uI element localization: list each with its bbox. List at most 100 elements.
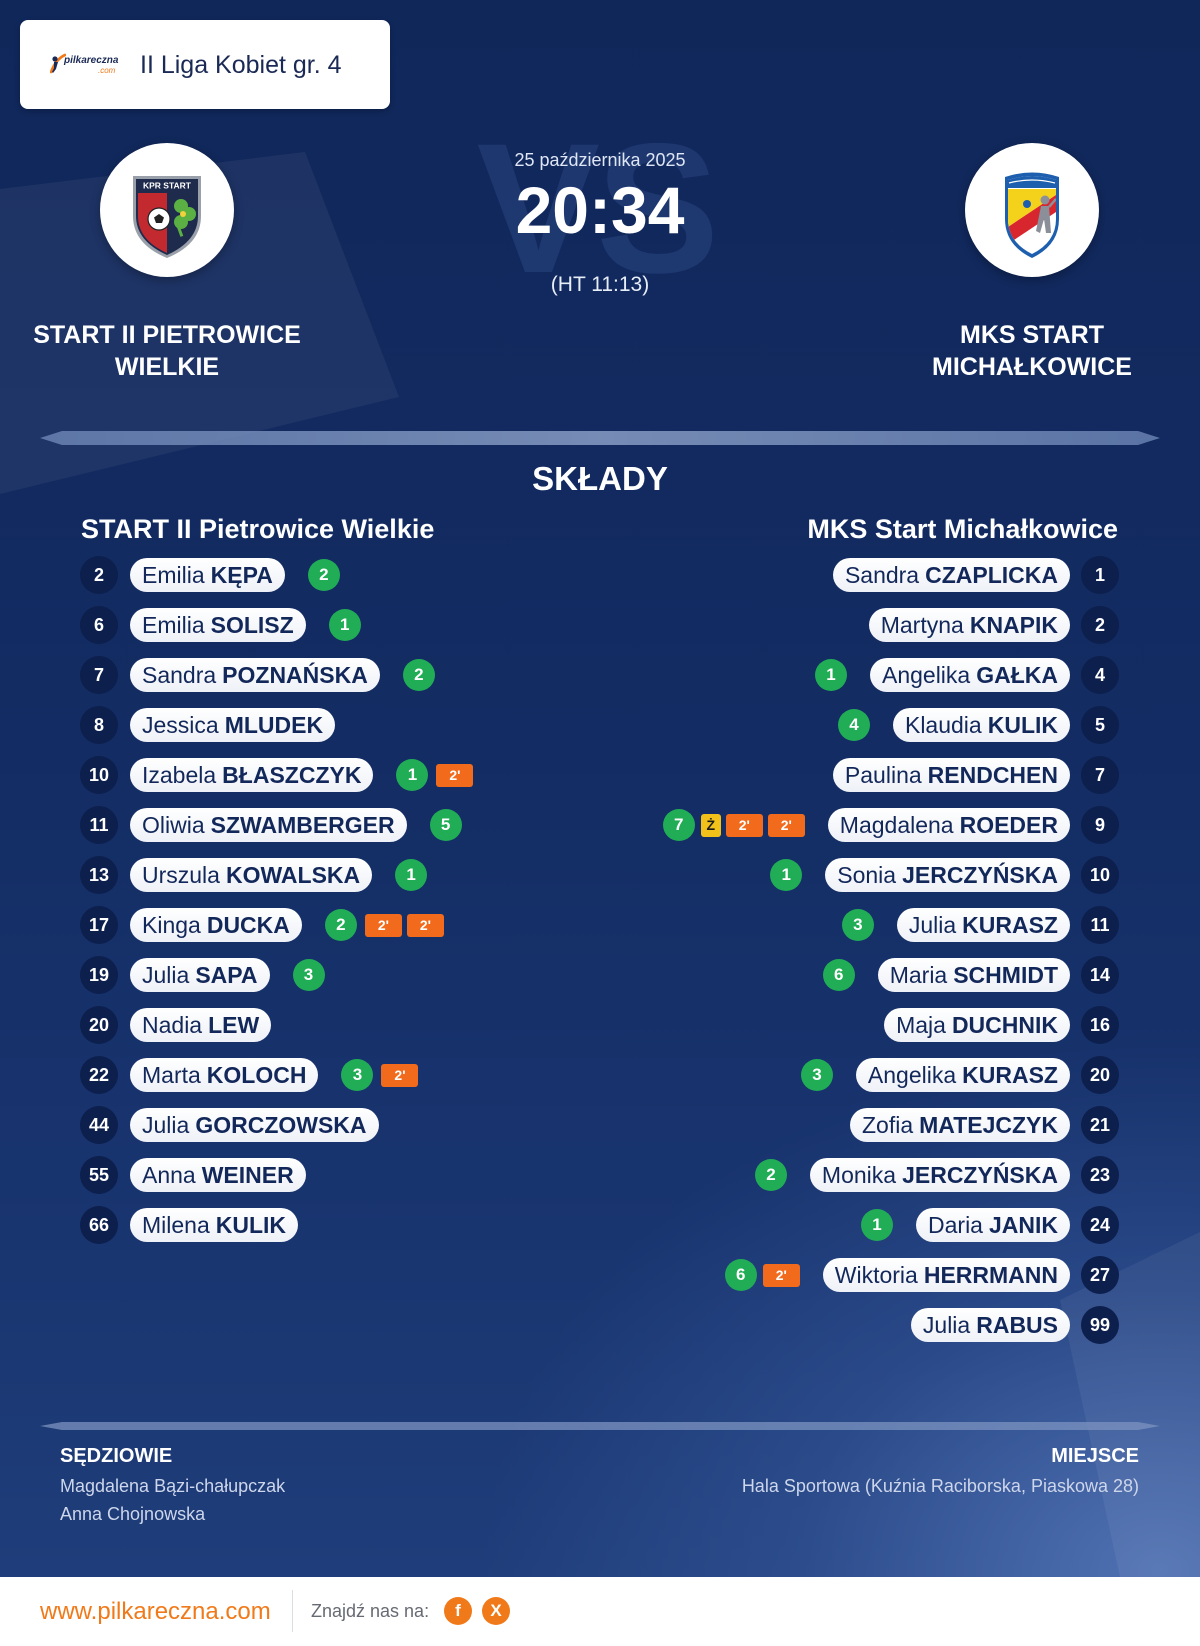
goals-badge: 6	[822, 959, 855, 991]
shirt-number: 11	[1081, 906, 1119, 944]
player-name: Oliwia SZWAMBERGER	[130, 808, 407, 842]
shirt-number: 44	[80, 1106, 118, 1144]
player-last-name: KOLOCH	[206, 1061, 307, 1088]
player-row: 7 Sandra POZNAŃSKA 2	[80, 650, 435, 700]
player-row: 66 Milena KULIK	[80, 1200, 299, 1250]
kpr-start-crest-icon: KPR START	[133, 176, 201, 258]
player-row: Maja DUCHNIK 16	[884, 1000, 1119, 1050]
shirt-number: 10	[80, 756, 118, 794]
player-row: Paulina RENDCHEN 7	[832, 750, 1119, 800]
player-row: 3 Angelika KURASZ 20	[800, 1050, 1119, 1100]
goals-badge: 2	[754, 1159, 787, 1191]
player-last-name: DUCKA	[206, 911, 290, 938]
away-roster: Sandra CZAPLICKA 1 Martyna KNAPIK 2 1 Angelika G…	[662, 550, 1119, 1350]
shirt-number: 4	[1081, 656, 1119, 694]
away-team-logo	[965, 143, 1099, 277]
player-first-name: Marta	[142, 1061, 201, 1088]
player-name: Nadia LEW	[130, 1008, 272, 1042]
player-name: Emilia SOLISZ	[130, 608, 306, 642]
player-row: 20 Nadia LEW	[80, 1000, 272, 1050]
player-last-name: ROEDER	[959, 811, 1058, 838]
player-first-name: Emilia	[142, 611, 205, 638]
final-score: 20:34	[515, 173, 685, 247]
player-last-name: KĘPA	[210, 561, 273, 588]
shirt-number: 14	[1081, 956, 1119, 994]
player-last-name: SCHMIDT	[953, 961, 1058, 988]
venue-title: MIEJSCE	[1051, 1445, 1139, 1467]
player-first-name: Wiktoria	[834, 1261, 918, 1288]
player-row: 19 Julia SAPA 3	[80, 950, 325, 1000]
player-first-name: Julia	[908, 911, 957, 938]
player-row: 1 Angelika GAŁKA 4	[814, 650, 1119, 700]
player-last-name: HERRMANN	[923, 1261, 1058, 1288]
two-minute-suspension-badge: 2'	[762, 1263, 800, 1287]
player-first-name: Angelika	[867, 1061, 957, 1088]
player-name: Magdalena ROEDER	[827, 808, 1070, 842]
player-last-name: JERCZYŃSKA	[902, 1161, 1058, 1188]
player-first-name: Oliwia	[142, 811, 205, 838]
shirt-number: 2	[1081, 606, 1119, 644]
player-row: 4 Klaudia KULIK 5	[837, 700, 1119, 750]
player-last-name: DUCHNIK	[951, 1011, 1058, 1038]
player-last-name: POZNAŃSKA	[222, 661, 368, 688]
player-row: 11 Oliwia SZWAMBERGER 5	[80, 800, 462, 850]
player-row: 1 Daria JANIK 24	[861, 1200, 1119, 1250]
player-last-name: MATEJCZYK	[919, 1111, 1058, 1138]
player-last-name: KULIK	[987, 711, 1058, 738]
goals-badge: 6	[724, 1259, 757, 1291]
player-first-name: Sandra	[844, 561, 920, 588]
footer: www.pilkareczna.com Znajdź nas na: f X	[0, 1577, 1200, 1646]
player-first-name: Maria	[889, 961, 948, 988]
player-first-name: Maja	[896, 1011, 946, 1038]
goals-badge: 7	[662, 809, 695, 841]
shirt-number: 99	[1081, 1306, 1119, 1344]
facebook-icon[interactable]: f	[444, 1597, 472, 1625]
website-link[interactable]: www.pilkareczna.com	[40, 1598, 271, 1625]
player-last-name: RABUS	[976, 1311, 1058, 1338]
pilkareczna-logo-suffix: .com	[98, 66, 116, 75]
player-first-name: Urszula	[142, 861, 220, 888]
player-last-name: KNAPIK	[969, 611, 1058, 638]
shirt-number: 7	[80, 656, 118, 694]
player-first-name: Zofia	[862, 1111, 914, 1138]
match-date: 25 października 2025	[514, 150, 686, 170]
player-first-name: Julia	[142, 961, 190, 988]
player-last-name: SOLISZ	[210, 611, 294, 638]
player-name: Anna WEINER	[130, 1158, 306, 1192]
player-name: Martyna KNAPIK	[868, 608, 1070, 642]
player-row: 2 Emilia KĘPA 2	[80, 550, 340, 600]
referee-name: Anna Chojnowska	[60, 1504, 206, 1524]
player-last-name: MLUDEK	[224, 711, 324, 738]
goals-badge: 3	[292, 959, 325, 991]
x-icon[interactable]: X	[482, 1597, 510, 1625]
player-name: Marta KOLOCH	[130, 1058, 319, 1092]
two-minute-suspension-badge: 2'	[436, 763, 474, 787]
shirt-number: 8	[80, 706, 118, 744]
home-roster: 2 Emilia KĘPA 2 6 Emilia SOLISZ 1 7 Sandra POZNAŃS…	[80, 550, 474, 1250]
pilkareczna-logo-text: pilkareczna	[64, 55, 119, 66]
goals-badge: 3	[341, 1059, 374, 1091]
two-minute-suspension-badge: 2'	[381, 1063, 419, 1087]
shirt-number: 66	[80, 1206, 118, 1244]
goals-badge: 4	[837, 709, 870, 741]
player-first-name: Julia	[142, 1111, 190, 1138]
player-first-name: Magdalena	[839, 811, 954, 838]
athlete-figure-icon	[1036, 195, 1056, 233]
player-name: Zofia MATEJCZYK	[850, 1108, 1070, 1142]
player-row: 8 Jessica MLUDEK	[80, 700, 336, 750]
footer-divider	[40, 1422, 1160, 1430]
goals-badge: 1	[861, 1209, 894, 1241]
player-name: Monika JERCZYŃSKA	[809, 1158, 1070, 1192]
shirt-number: 55	[80, 1156, 118, 1194]
referees-title: SĘDZIOWIE	[60, 1445, 173, 1467]
shirt-number: 16	[1081, 1006, 1119, 1044]
player-row: 44 Julia GORCZOWSKA	[80, 1100, 379, 1150]
goals-badge: 3	[841, 909, 874, 941]
player-first-name: Martyna	[880, 611, 964, 638]
player-name: Daria JANIK	[916, 1208, 1070, 1242]
player-name: Kinga DUCKA	[130, 908, 302, 942]
player-row: 6 Emilia SOLISZ 1	[80, 600, 361, 650]
halftime-score: (HT 11:13)	[550, 273, 650, 296]
player-row: Martyna KNAPIK 2	[868, 600, 1119, 650]
player-row: 6 Maria SCHMIDT 14	[822, 950, 1119, 1000]
